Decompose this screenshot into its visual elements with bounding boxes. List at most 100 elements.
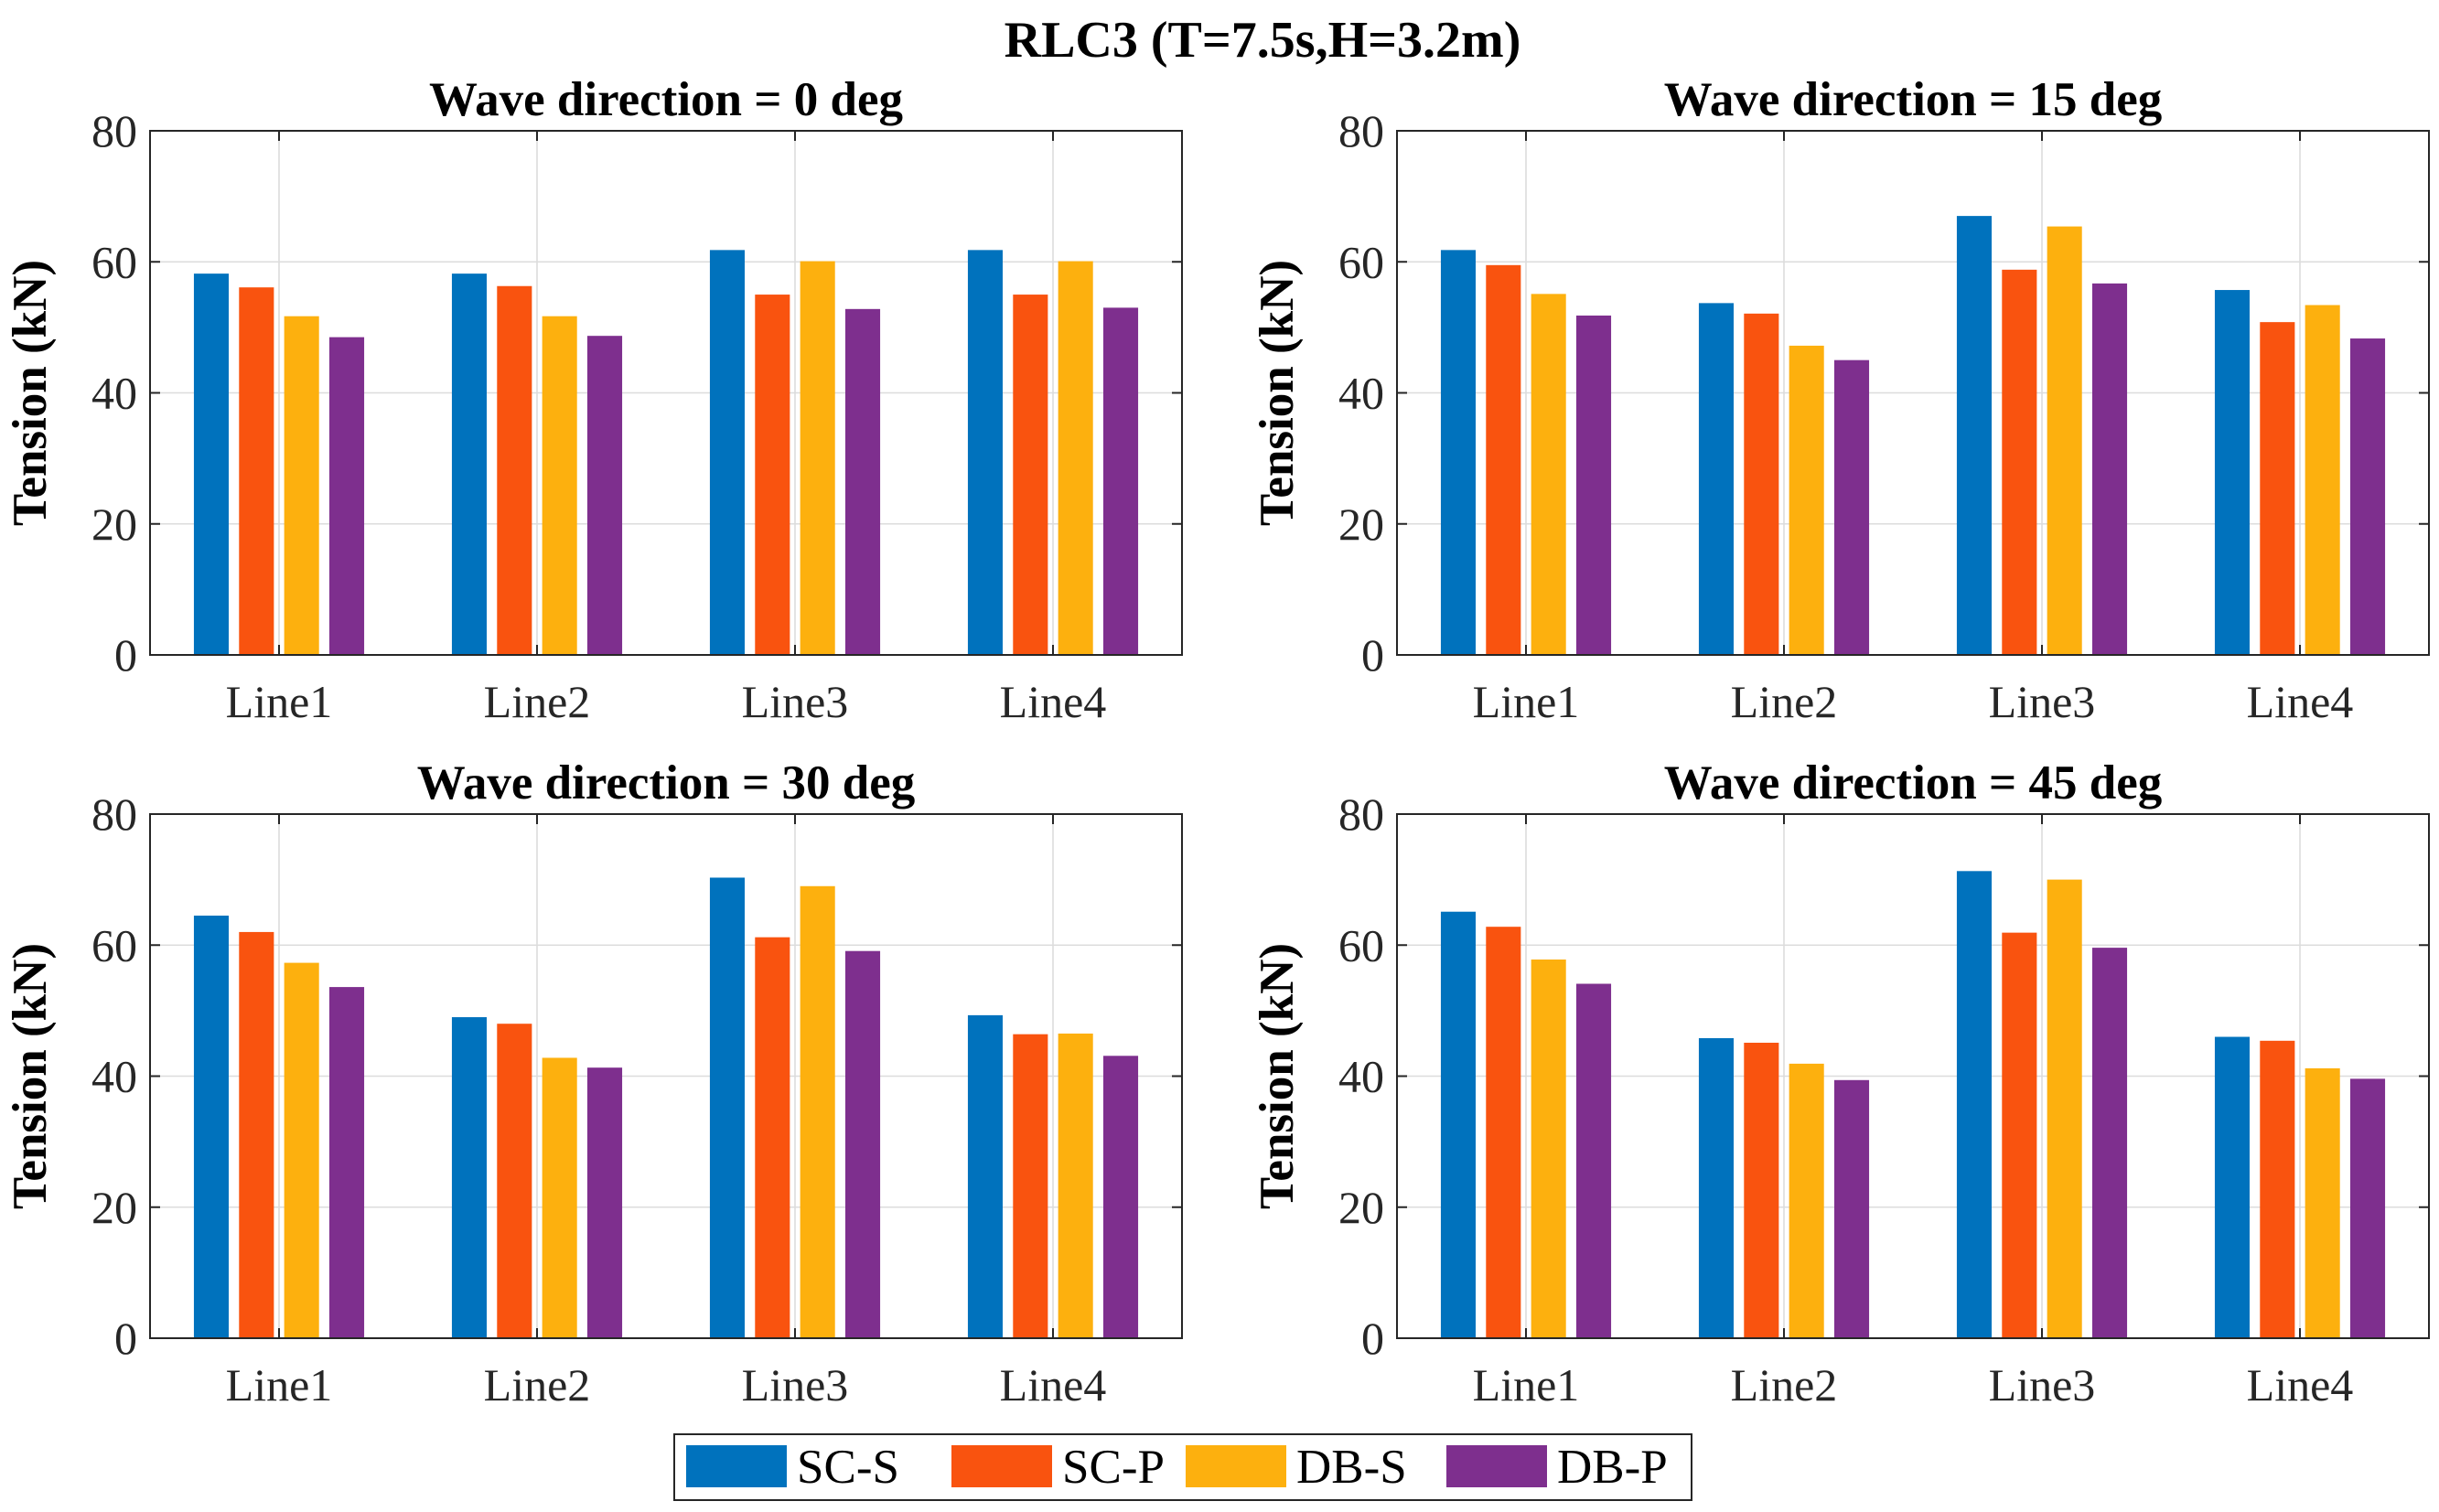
subplot-title: Wave direction = 30 deg xyxy=(417,756,915,810)
subplot-1: 0 20 40 60 80 Line1 Line2 Line3 Line4 Wave direct… xyxy=(4,73,1183,727)
y-axis-label: Tension (kN) xyxy=(1251,943,1304,1209)
y-axis-label: Tension (kN) xyxy=(4,260,57,526)
bar-db-p-line2 xyxy=(1833,359,1870,655)
x-tick-label: Line4 xyxy=(2247,676,2354,727)
bar-db-p-line4 xyxy=(2349,1078,2386,1338)
bar-sc-p-line4 xyxy=(2260,322,2295,655)
legend-label-sc-p: SC-P xyxy=(1062,1441,1165,1494)
legend-swatch-sc-s xyxy=(686,1445,787,1487)
bar-db-s-line1 xyxy=(284,962,319,1338)
bar-sc-s-line1 xyxy=(193,273,230,655)
bar-sc-s-line1 xyxy=(1440,911,1477,1338)
bar-sc-p-line3 xyxy=(2002,932,2037,1338)
bar-db-s-line4 xyxy=(2305,305,2340,655)
y-tick-label: 60 xyxy=(1338,919,1384,970)
bar-db-p-line3 xyxy=(844,950,881,1338)
y-tick-label: 0 xyxy=(114,629,137,681)
bar-db-s-line3 xyxy=(800,885,835,1338)
y-tick-label: 0 xyxy=(1361,629,1384,681)
y-tick-label: 40 xyxy=(91,368,137,419)
bar-db-s-line1 xyxy=(284,316,319,655)
legend-label-db-s: DB-S xyxy=(1296,1441,1407,1494)
bar-sc-s-line1 xyxy=(193,916,230,1338)
bar-db-p-line3 xyxy=(844,308,881,655)
y-tick-label: 40 xyxy=(1338,1051,1384,1102)
x-tick-label: Line2 xyxy=(484,676,591,727)
bar-sc-p-line3 xyxy=(755,295,790,655)
bar-db-p-line3 xyxy=(2091,948,2128,1338)
x-tick-label: Line1 xyxy=(226,1359,333,1410)
bar-db-p-line1 xyxy=(1575,983,1612,1338)
y-tick-label: 20 xyxy=(91,499,137,550)
bar-sc-s-line3 xyxy=(1956,871,1993,1338)
bar-db-s-line2 xyxy=(1789,1063,1824,1338)
y-tick-label: 20 xyxy=(91,1182,137,1233)
bar-sc-s-line3 xyxy=(1956,216,1993,656)
bar-sc-p-line4 xyxy=(1013,1034,1048,1338)
y-tick-label: 80 xyxy=(91,788,137,840)
bar-db-s-line3 xyxy=(2047,879,2082,1338)
bar-db-p-line2 xyxy=(1833,1079,1870,1338)
bar-sc-s-line2 xyxy=(451,273,488,655)
legend-label-db-p: DB-P xyxy=(1557,1441,1668,1494)
x-tick-label: Line4 xyxy=(2247,1359,2354,1410)
bar-db-s-line2 xyxy=(1789,345,1824,655)
x-tick-label: Line2 xyxy=(1731,1359,1838,1410)
y-tick-label: 80 xyxy=(1338,105,1384,156)
y-tick-label: 40 xyxy=(1338,368,1384,419)
y-tick-label: 60 xyxy=(91,236,137,287)
bar-sc-s-line2 xyxy=(451,1017,488,1338)
y-tick-label: 80 xyxy=(1338,788,1384,840)
bar-db-p-line1 xyxy=(328,987,365,1338)
legend-label-sc-s: SC-S xyxy=(797,1441,899,1494)
panels: 0 20 40 60 80 Line1 Line2 Line3 Line4 Wave direct… xyxy=(4,73,2430,1410)
y-tick-label: 20 xyxy=(1338,1182,1384,1233)
x-tick-label: Line1 xyxy=(226,676,333,727)
x-tick-label: Line3 xyxy=(1989,676,2096,727)
subplot-4: 0 20 40 60 80 Line1 Line2 Line3 Line4 Wave direct… xyxy=(1251,756,2430,1410)
bar-sc-p-line3 xyxy=(755,937,790,1338)
bar-db-p-line4 xyxy=(1102,307,1139,655)
x-tick-label: Line4 xyxy=(1000,676,1107,727)
legend-swatch-db-s xyxy=(1186,1445,1286,1487)
y-tick-label: 60 xyxy=(91,919,137,970)
bar-db-p-line4 xyxy=(2349,338,2386,655)
legend-swatch-db-p xyxy=(1446,1445,1547,1487)
bar-sc-s-line4 xyxy=(2214,1036,2251,1338)
figure-suptitle: RLC3 (T=7.5s,H=3.2m) xyxy=(1005,12,1521,69)
bar-sc-s-line1 xyxy=(1440,250,1477,655)
bar-db-s-line4 xyxy=(1058,261,1093,655)
bar-db-s-line4 xyxy=(1058,1033,1093,1338)
bar-sc-p-line3 xyxy=(2002,269,2037,655)
bar-sc-s-line4 xyxy=(967,1014,1004,1338)
bar-db-p-line2 xyxy=(586,1067,623,1338)
bar-db-p-line1 xyxy=(328,337,365,655)
bar-sc-p-line2 xyxy=(1744,313,1779,655)
bar-db-p-line2 xyxy=(586,336,623,655)
bar-sc-p-line4 xyxy=(2260,1040,2295,1338)
bar-db-s-line3 xyxy=(2047,226,2082,655)
bar-sc-p-line4 xyxy=(1013,295,1048,655)
bar-sc-p-line1 xyxy=(239,287,274,655)
bar-db-s-line2 xyxy=(542,316,577,655)
bar-sc-p-line1 xyxy=(1486,264,1521,655)
legend-swatch-sc-p xyxy=(951,1445,1052,1487)
x-tick-label: Line3 xyxy=(1989,1359,2096,1410)
y-tick-label: 60 xyxy=(1338,236,1384,287)
bar-sc-p-line1 xyxy=(1486,927,1521,1338)
y-axis-label: Tension (kN) xyxy=(1251,260,1304,526)
bar-db-s-line1 xyxy=(1531,960,1566,1338)
bar-sc-p-line1 xyxy=(239,931,274,1338)
bar-sc-s-line4 xyxy=(967,250,1004,655)
bar-sc-p-line2 xyxy=(1744,1042,1779,1338)
bar-db-p-line4 xyxy=(1102,1056,1139,1338)
subplot-title: Wave direction = 45 deg xyxy=(1664,756,2162,810)
x-tick-label: Line3 xyxy=(742,676,849,727)
bar-sc-s-line3 xyxy=(709,877,746,1338)
bar-sc-p-line2 xyxy=(497,1024,532,1338)
x-tick-label: Line2 xyxy=(1731,676,1838,727)
bar-db-p-line3 xyxy=(2091,283,2128,655)
y-tick-label: 0 xyxy=(114,1313,137,1364)
bar-sc-s-line4 xyxy=(2214,290,2251,655)
